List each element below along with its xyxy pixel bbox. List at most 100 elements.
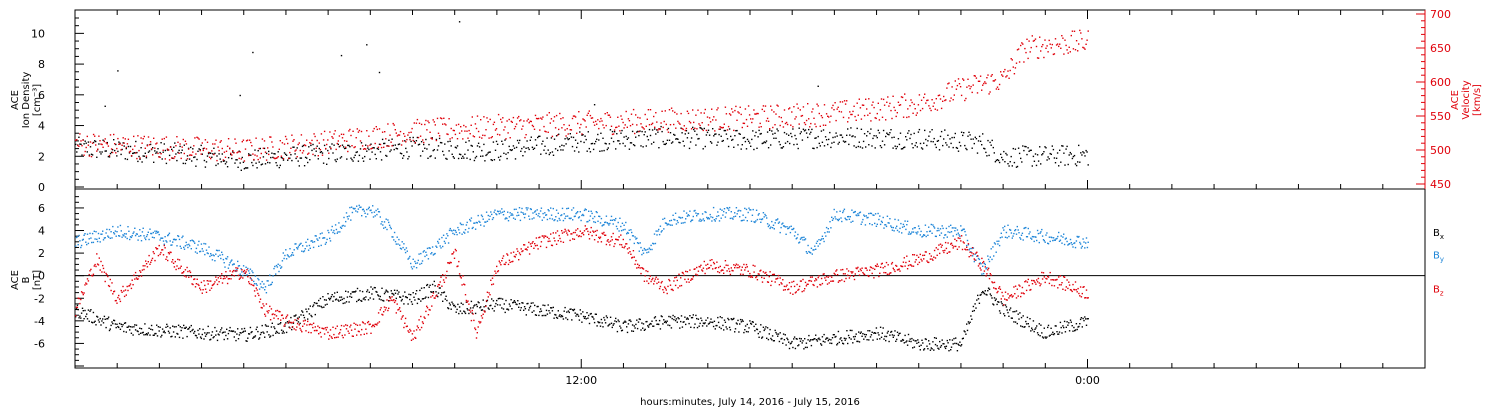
velocity-point bbox=[782, 126, 785, 128]
bz-point bbox=[312, 322, 315, 324]
density-point bbox=[1016, 165, 1019, 168]
density-point bbox=[264, 163, 267, 165]
density-point bbox=[475, 155, 478, 158]
density-point bbox=[693, 128, 695, 131]
bx-point bbox=[419, 289, 421, 292]
velocity-point bbox=[521, 128, 523, 130]
by-point bbox=[568, 217, 570, 219]
velocity-point bbox=[508, 118, 510, 121]
bz-point bbox=[351, 335, 354, 337]
velocity-point bbox=[862, 104, 865, 106]
by-point bbox=[626, 231, 629, 234]
bx-point bbox=[1035, 327, 1037, 329]
bx-point bbox=[411, 303, 414, 305]
bx-point bbox=[85, 315, 87, 318]
density-point bbox=[290, 154, 292, 156]
velocity-point bbox=[478, 136, 481, 138]
by-point bbox=[868, 212, 870, 215]
density-point bbox=[812, 147, 814, 149]
velocity-point bbox=[80, 140, 82, 142]
bx-point bbox=[693, 326, 695, 329]
velocity-point bbox=[165, 136, 168, 138]
bz-point bbox=[277, 318, 279, 320]
by-point bbox=[460, 223, 462, 226]
by-point bbox=[440, 247, 442, 249]
by-point bbox=[950, 224, 952, 226]
density-point bbox=[701, 128, 703, 130]
bz-point bbox=[97, 264, 100, 266]
velocity-point bbox=[773, 111, 775, 113]
bz-point bbox=[291, 326, 294, 328]
density-point bbox=[347, 144, 349, 147]
by-point bbox=[124, 236, 127, 238]
density-point bbox=[238, 150, 240, 152]
velocity-point bbox=[583, 119, 585, 121]
by-point bbox=[932, 224, 934, 226]
density-point bbox=[665, 142, 667, 145]
bx-point bbox=[784, 334, 786, 336]
by-point bbox=[137, 239, 139, 241]
velocity-point bbox=[750, 118, 752, 120]
density-spike-point bbox=[458, 21, 461, 23]
density-point bbox=[105, 150, 107, 152]
density-point bbox=[182, 162, 184, 165]
velocity-point bbox=[548, 112, 550, 114]
by-point bbox=[325, 241, 327, 244]
by-point bbox=[186, 244, 188, 246]
bz-point bbox=[324, 327, 327, 329]
by-point bbox=[615, 225, 618, 228]
velocity-point bbox=[399, 130, 402, 133]
bz-point bbox=[163, 244, 165, 247]
velocity-point bbox=[262, 147, 265, 149]
bx-point bbox=[709, 321, 711, 323]
velocity-point bbox=[973, 75, 975, 77]
velocity-point bbox=[648, 124, 651, 126]
bx-point bbox=[610, 322, 613, 324]
bx-point bbox=[93, 321, 95, 323]
density-point bbox=[304, 156, 307, 159]
density-point bbox=[660, 125, 662, 128]
bx-point bbox=[162, 331, 165, 333]
density-point bbox=[353, 156, 355, 159]
bz-point bbox=[150, 259, 153, 261]
velocity-point bbox=[736, 119, 738, 121]
by-point bbox=[575, 212, 577, 215]
density-point bbox=[697, 138, 699, 140]
density-point bbox=[446, 158, 448, 160]
by-point bbox=[542, 212, 544, 215]
bz-point bbox=[396, 303, 398, 305]
bx-point bbox=[98, 321, 100, 323]
bz-point bbox=[440, 276, 442, 278]
by-point bbox=[147, 231, 149, 233]
bx-point bbox=[455, 311, 457, 313]
velocity-point bbox=[291, 134, 293, 136]
bx-point bbox=[972, 305, 975, 308]
by-point bbox=[348, 215, 350, 217]
velocity-point bbox=[644, 113, 646, 116]
density-point bbox=[852, 135, 854, 137]
velocity-point bbox=[797, 107, 799, 109]
by-point bbox=[846, 219, 848, 221]
bx-point bbox=[663, 319, 665, 321]
by-point bbox=[528, 218, 531, 220]
by-point bbox=[323, 237, 325, 239]
density-point bbox=[76, 151, 78, 153]
velocity-point bbox=[1004, 68, 1006, 71]
bx-point bbox=[799, 340, 802, 342]
by-point bbox=[783, 225, 786, 227]
bx-point bbox=[94, 320, 96, 322]
velocity-point bbox=[539, 129, 541, 131]
bx-point bbox=[553, 317, 555, 319]
velocity-point bbox=[739, 106, 741, 108]
velocity-point bbox=[1060, 47, 1062, 49]
velocity-point bbox=[171, 157, 173, 159]
bx-point bbox=[245, 340, 247, 342]
bz-point bbox=[435, 295, 437, 297]
velocity-point bbox=[1073, 30, 1076, 32]
density-point bbox=[488, 151, 490, 153]
density-point bbox=[174, 142, 176, 144]
density-point bbox=[359, 148, 362, 150]
velocity-point bbox=[718, 128, 720, 130]
by-point bbox=[1085, 237, 1088, 239]
by-point bbox=[120, 230, 122, 232]
